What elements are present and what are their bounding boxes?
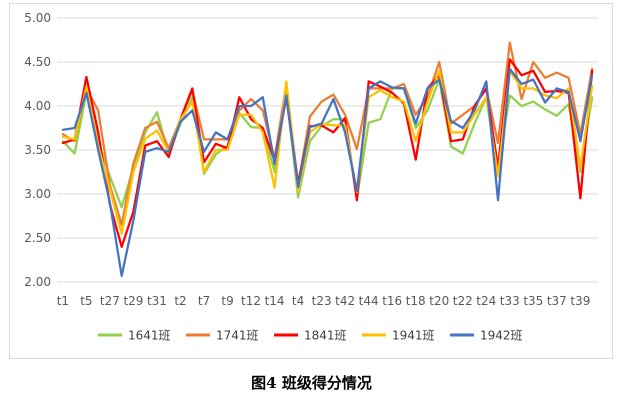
y-tick-label: 3.50	[24, 143, 51, 157]
x-tick-label: t5	[80, 294, 92, 308]
legend-label-3: 1841班	[304, 329, 347, 343]
x-tick-label: t7	[198, 294, 210, 308]
x-tick-label: t9	[221, 294, 233, 308]
x-tick-label: t16	[382, 294, 402, 308]
x-tick-label: t39	[570, 294, 590, 308]
line-chart: 2.00 2.50 3.00 3.50 4.00 4.50 5.00 t1 t5 t27 t29 t3…	[24, 11, 598, 343]
series-line-4	[61, 69, 594, 235]
series-line-3	[61, 58, 594, 248]
x-tick-label: t42	[335, 294, 355, 308]
legend-label-4: 1941班	[392, 329, 435, 343]
x-tick-label: t12	[241, 294, 261, 308]
legend-label-1: 1641班	[128, 329, 171, 343]
y-tick-label: 4.50	[24, 55, 51, 69]
x-tick-label: t1	[57, 294, 69, 308]
legend-label-5: 1942班	[480, 329, 523, 343]
y-tick-label: 5.00	[24, 11, 51, 25]
legend-label-2: 1741班	[216, 329, 259, 343]
x-tick-label: t33	[500, 294, 520, 308]
figure-caption: 图4 班级得分情况	[251, 374, 372, 392]
x-tick-label: t23	[312, 294, 332, 308]
x-tick-label: t44	[359, 294, 379, 308]
x-tick-label: t35	[523, 294, 543, 308]
x-tick-label: t4	[292, 294, 304, 308]
x-tick-label: t27	[100, 294, 120, 308]
x-tick-label: t14	[265, 294, 285, 308]
y-tick-label: 3.00	[24, 187, 51, 201]
y-tick-label: 2.50	[24, 231, 51, 245]
series-line-5	[61, 67, 594, 277]
x-tick-label: t20	[429, 294, 449, 308]
series-line-2	[61, 41, 594, 226]
y-tick-label: 2.00	[24, 275, 51, 289]
x-tick-label: t37	[547, 294, 567, 308]
y-tick-label: 4.00	[24, 99, 51, 113]
x-tick-label: t29	[123, 294, 143, 308]
x-tick-label: t22	[453, 294, 473, 308]
x-tick-label: t18	[406, 294, 426, 308]
x-tick-label: t31	[147, 294, 167, 308]
x-tick-label: t24	[476, 294, 496, 308]
x-tick-label: t2	[174, 294, 186, 308]
